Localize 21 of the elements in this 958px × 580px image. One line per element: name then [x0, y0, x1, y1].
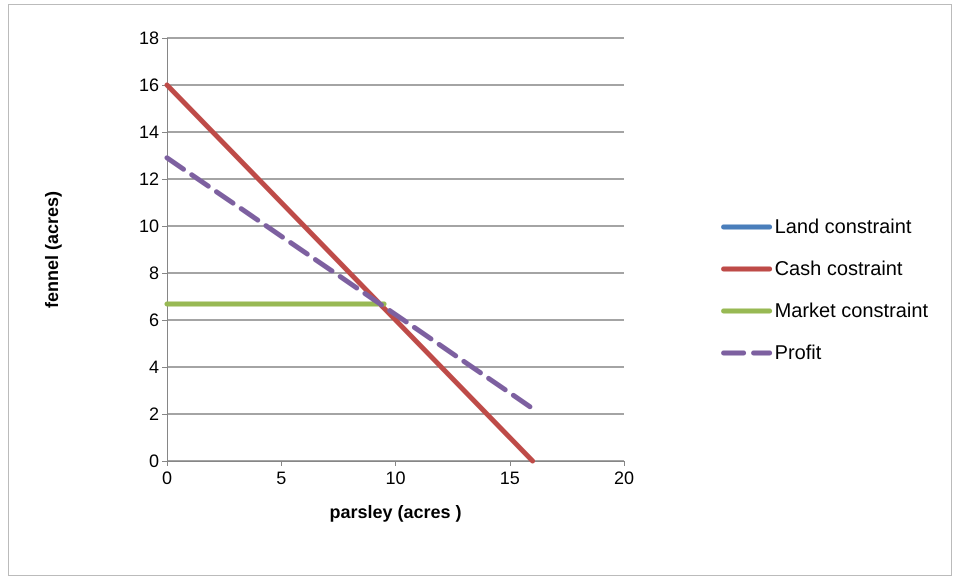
y-axis-title: fennel (acres): [42, 190, 62, 308]
y-tick-label: 12: [138, 169, 159, 189]
x-tick-label: 0: [162, 468, 172, 488]
x-tick-label: 20: [614, 468, 634, 488]
y-tick-label: 2: [148, 404, 159, 424]
y-tick-label: 18: [138, 28, 159, 48]
x-tick-label: 10: [385, 468, 406, 488]
legend-label: Land constraint: [774, 216, 912, 238]
y-tick-label: 14: [138, 122, 159, 142]
legend-label: Profit: [774, 342, 822, 364]
legend-label: Market constraint: [774, 300, 928, 322]
y-tick-label: 10: [138, 216, 159, 236]
y-tick-label: 4: [148, 357, 159, 377]
legend-label: Cash costraint: [774, 258, 903, 280]
y-tick-label: 6: [148, 310, 159, 330]
x-axis-title: parsley (acres ): [329, 502, 462, 522]
x-tick-label: 5: [276, 468, 286, 488]
y-tick-label: 8: [148, 263, 159, 283]
x-tick-label: 15: [500, 468, 520, 488]
y-tick-label: 16: [138, 75, 159, 95]
y-tick-label: 0: [148, 451, 159, 471]
